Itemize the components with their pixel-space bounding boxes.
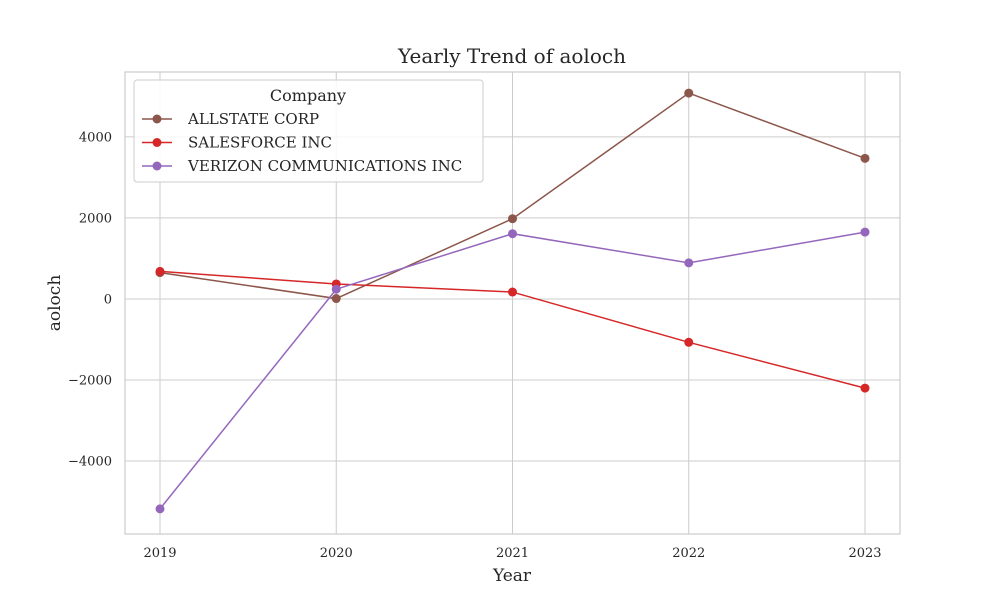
y-tick-label: −4000	[68, 455, 112, 470]
legend-entry: SALESFORCE INC	[142, 134, 332, 152]
x-ticks: 2019 2020 2021 2022 2023	[143, 546, 881, 561]
legend-title: Company	[270, 86, 346, 105]
legend-label: SALESFORCE INC	[188, 134, 332, 152]
x-axis-label: Year	[492, 566, 532, 586]
y-tick-label: 2000	[79, 211, 112, 226]
chart-title: Yearly Trend of aoloch	[397, 44, 626, 68]
legend-entry: VERIZON COMMUNICATIONS INC	[142, 157, 462, 175]
data-point	[684, 258, 694, 268]
data-point	[155, 504, 165, 514]
data-point	[860, 383, 870, 393]
data-point	[155, 266, 165, 276]
y-tick-label: 4000	[79, 130, 112, 145]
data-point	[860, 153, 870, 163]
data-point	[860, 227, 870, 237]
x-tick-label: 2023	[848, 546, 881, 561]
data-point	[331, 294, 341, 304]
y-axis-label: aoloch	[45, 275, 65, 332]
data-point	[684, 337, 694, 347]
data-point	[508, 229, 517, 239]
legend-box	[133, 79, 484, 183]
data-point	[684, 88, 694, 98]
legend-marker	[152, 114, 162, 124]
data-point	[331, 284, 341, 294]
series-2	[155, 227, 870, 514]
legend-label: VERIZON COMMUNICATIONS INC	[187, 157, 462, 175]
y-tick-label: −2000	[68, 374, 112, 389]
plot-frame	[124, 71, 901, 535]
legend-entry: ALLSTATE CORP	[142, 110, 319, 128]
legend-marker	[152, 138, 162, 147]
legend: Company ALLSTATE CORP SALESFORCE INC VERIZ…	[133, 79, 484, 183]
series-layer	[155, 88, 870, 514]
legend-label: ALLSTATE CORP	[187, 110, 319, 128]
data-point	[508, 287, 517, 297]
legend-marker	[152, 161, 162, 171]
x-tick-label: 2021	[496, 546, 529, 561]
x-tick-label: 2022	[672, 546, 705, 561]
x-tick-label: 2019	[143, 546, 176, 561]
y-tick-label: 0	[104, 292, 112, 307]
y-ticks: −4000 −2000 0 2000 4000	[68, 130, 112, 469]
data-point	[508, 214, 517, 224]
x-tick-label: 2020	[320, 546, 353, 561]
